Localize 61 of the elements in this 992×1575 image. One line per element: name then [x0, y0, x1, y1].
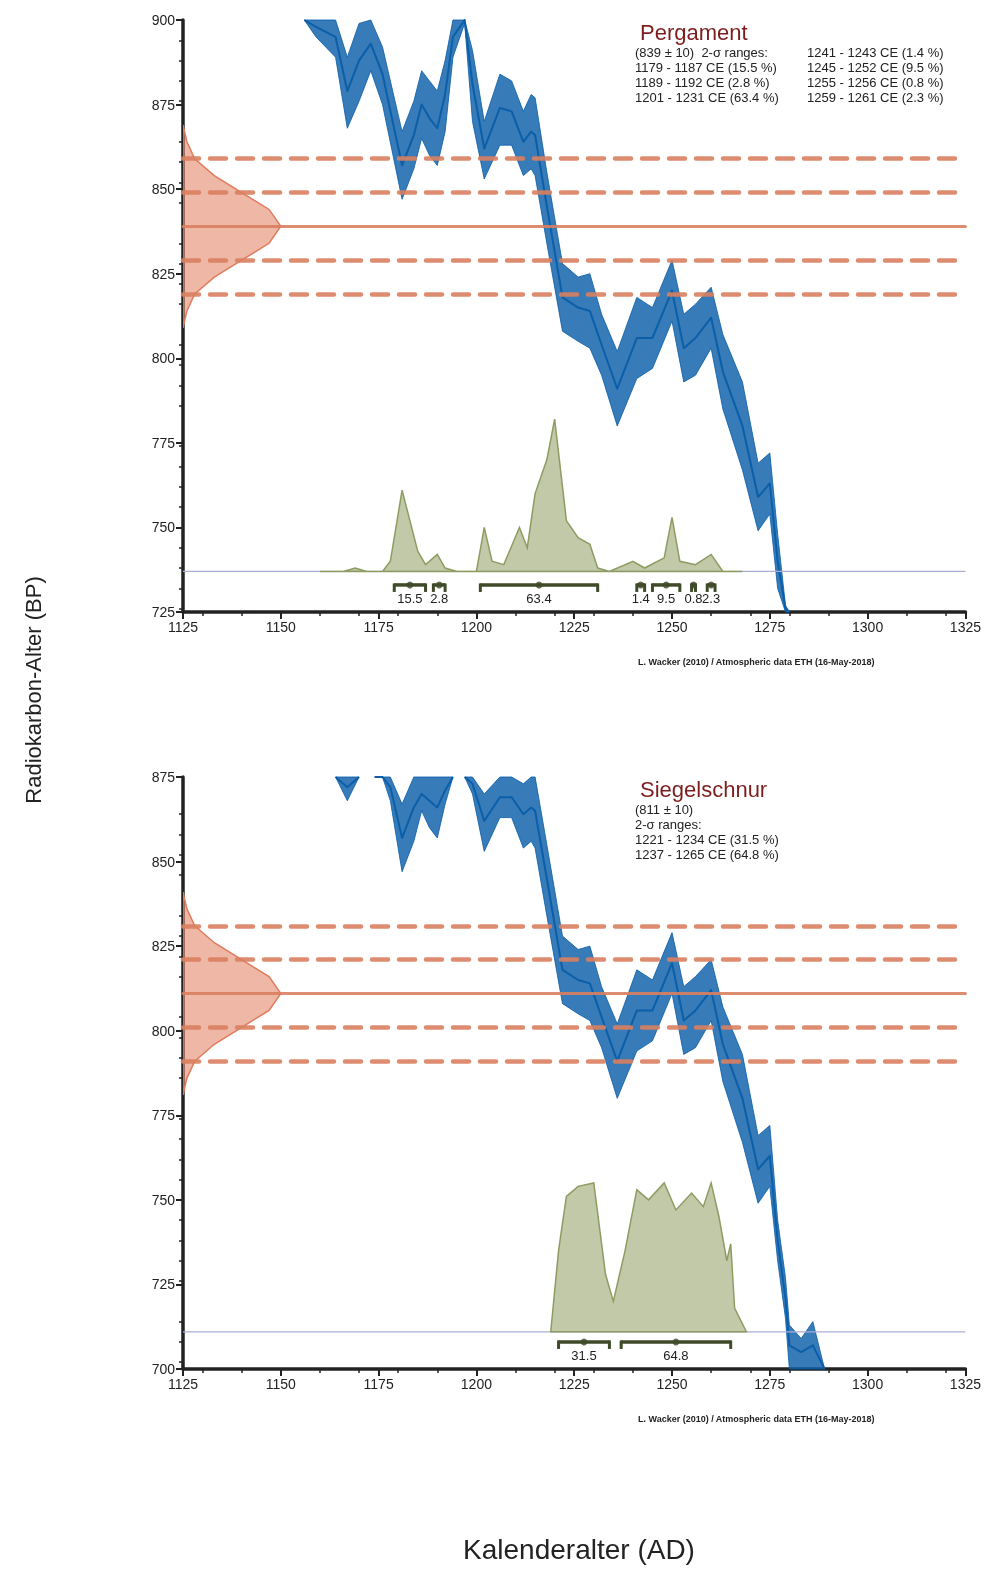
x-tick-label: 1125 [167, 619, 199, 635]
y-tick-label: 850 [151, 181, 176, 198]
annotation: 1189 - 1192 CE (2.8 %) [635, 75, 770, 90]
annotation: 1201 - 1231 CE (63.4 %) [635, 90, 779, 105]
y-tick-label: 900 [151, 12, 176, 28]
annotation: (811 ± 10) [635, 802, 694, 817]
y-tick-label: 875 [151, 769, 176, 785]
text: L. Wacker (2010) / Atmospheric data ETH (16-May-2018) [638, 657, 875, 667]
x-tick-label: 1175 [363, 1376, 394, 1392]
y-tick-label: 875 [151, 96, 176, 113]
x-tick-label: 1175 [363, 619, 394, 635]
annotation: 1221 - 1234 CE (31.5 %) [635, 832, 779, 847]
x-tick-label: 1200 [460, 1376, 493, 1392]
annotation: 2.3 [702, 590, 721, 606]
y-tick-label: 800 [151, 1022, 176, 1039]
y-tick-label: 750 [151, 1191, 176, 1208]
y-tick-label: 725 [151, 604, 176, 620]
annotation: 1255 - 1256 CE (0.8 %) [807, 75, 944, 90]
x-tick-label: 1150 [265, 1376, 297, 1392]
x-tick-label: 1275 [754, 619, 786, 635]
annotation: 1.4 [631, 590, 650, 606]
annotation: 15.5 [397, 590, 423, 606]
annotation: (839 ± 10) 2-σ ranges: [635, 45, 768, 60]
x-tick-label: 1275 [754, 1376, 786, 1392]
annotation: 0.8 [684, 590, 703, 606]
y-tick-label: 775 [151, 434, 176, 451]
chart-title: Pergament [640, 19, 748, 45]
annotation: 63.4 [526, 590, 552, 606]
y-tick-label: 750 [151, 519, 176, 536]
x-tick-label: 1325 [949, 619, 982, 635]
chart-title: Siegelschnur [640, 776, 768, 802]
annotation: 1245 - 1252 CE (9.5 %) [807, 60, 944, 75]
annotation: 9.5 [657, 590, 676, 606]
text: L. Wacker (2010) / Atmospheric data ETH (16-May-2018) [638, 1414, 875, 1424]
annotation: 1179 - 1187 CE (15.5 %) [635, 60, 777, 75]
annotation: 1237 - 1265 CE (64.8 %) [635, 847, 779, 862]
y-tick-label: 700 [151, 1361, 176, 1377]
x-tick-label: 1125 [167, 1376, 199, 1392]
x-axis-title: Kalenderalter (AD) [462, 1534, 696, 1566]
annotation: 64.8 [663, 1347, 689, 1363]
x-tick-label: 1300 [852, 619, 884, 635]
annotation: 2.8 [430, 590, 449, 606]
y-tick-label: 725 [151, 1276, 176, 1293]
x-tick-label: 1325 [949, 1376, 982, 1392]
x-tick-label: 1300 [852, 1376, 884, 1392]
annotation: 31.5 [571, 1347, 597, 1363]
y-tick-label: 800 [151, 350, 176, 367]
annotation: 1259 - 1261 CE (2.3 %) [807, 90, 944, 105]
y-tick-label: 825 [151, 938, 176, 955]
annotation: 2-σ ranges: [635, 817, 702, 832]
x-tick-label: 1225 [558, 619, 590, 635]
annotation: 1241 - 1243 CE (1.4 %) [807, 45, 944, 60]
x-tick-label: 1250 [656, 1376, 688, 1392]
y-tick-label: 850 [151, 853, 176, 870]
x-tick-label: 1150 [265, 619, 297, 635]
y-tick-label: 825 [151, 265, 176, 282]
x-tick-label: 1225 [558, 1376, 590, 1392]
y-tick-label: 775 [151, 1107, 176, 1124]
x-tick-label: 1200 [460, 619, 493, 635]
x-tick-label: 1250 [656, 619, 688, 635]
y-axis-title: Radiokarbon-Alter (BP) [21, 576, 47, 804]
